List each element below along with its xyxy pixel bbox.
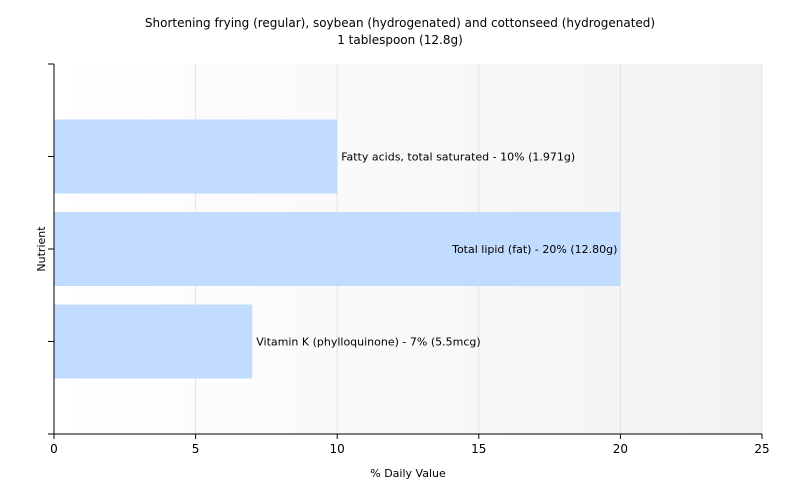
bar-data-label: Vitamin K (phylloquinone) - 7% (5.5mcg): [256, 336, 480, 349]
bars: Fatty acids, total saturated - 10% (1.97…: [54, 119, 621, 379]
bar: [54, 304, 253, 379]
x-tick-label: 20: [613, 442, 628, 456]
y-axis-title: Nutrient: [35, 226, 48, 272]
x-tick-label: 15: [471, 442, 486, 456]
x-tick-label: 10: [330, 442, 345, 456]
x-axis-title: % Daily Value: [370, 467, 446, 480]
x-tick-label: 0: [50, 442, 58, 456]
bar-data-label: Total lipid (fat) - 20% (12.80g): [451, 243, 617, 256]
chart-subtitle: 1 tablespoon (12.8g): [337, 33, 463, 47]
chart-title: Shortening frying (regular), soybean (hy…: [145, 16, 655, 30]
x-tick-label: 5: [192, 442, 200, 456]
x-tick-label: 25: [754, 442, 769, 456]
axes: 0 5 10 15 20 25: [48, 63, 770, 456]
bar-data-label: Fatty acids, total saturated - 10% (1.97…: [341, 151, 575, 164]
bar: [54, 212, 621, 286]
bar: [54, 119, 338, 194]
